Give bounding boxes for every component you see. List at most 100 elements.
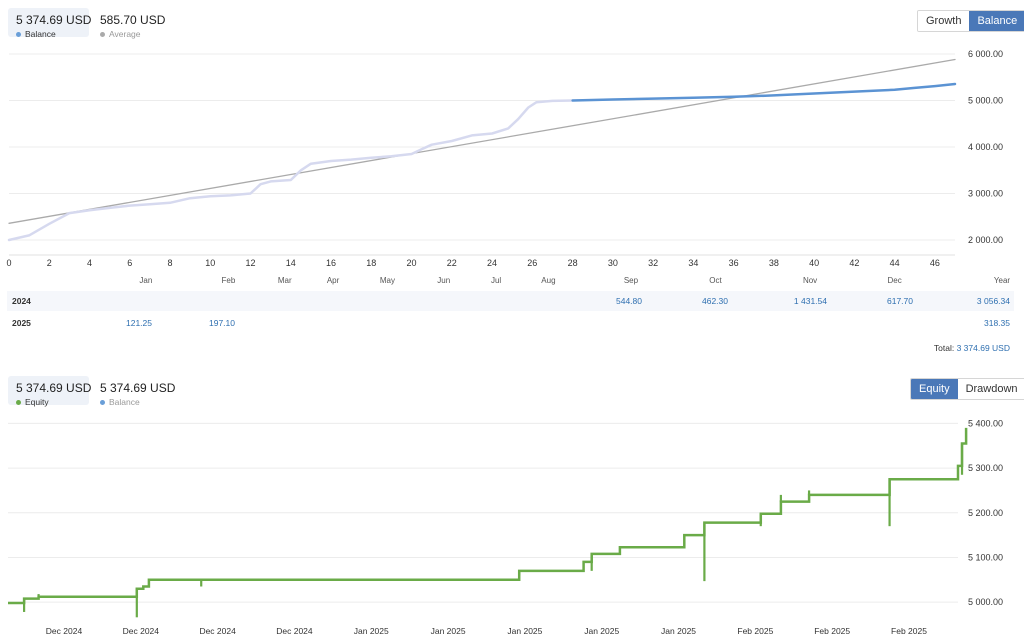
balance-value: 5 374.69 USD xyxy=(100,381,176,395)
balance-series-line xyxy=(571,82,957,102)
table-row: 2025 121.25 197.10 318.35 xyxy=(7,313,1014,333)
x-tick-label: 28 xyxy=(568,258,578,268)
x-tick-label: Feb 2025 xyxy=(737,626,773,636)
x-tick-label: 24 xyxy=(487,258,497,268)
month-label: May xyxy=(380,276,395,285)
x-tick-label: 22 xyxy=(447,258,457,268)
growth-button[interactable]: Growth xyxy=(918,11,970,31)
x-tick-label: 14 xyxy=(286,258,296,268)
month-label: Nov xyxy=(803,276,817,285)
equity-button[interactable]: Equity xyxy=(911,379,958,399)
month-label: Oct xyxy=(709,276,722,285)
x-tick-label: 12 xyxy=(246,258,256,268)
equity-legend-label: Equity xyxy=(25,397,49,407)
x-tick-label: Feb 2025 xyxy=(891,626,927,636)
equity-chart: 5 000.00 5 100.00 5 200.00 5 300.00 5 400.00… xyxy=(8,418,1003,636)
x-tick-label: 2 xyxy=(47,258,52,268)
year-column-header: Year xyxy=(994,276,1011,285)
month-label: Feb xyxy=(221,276,235,285)
y-tick-label: 2 000.00 xyxy=(968,235,1003,245)
average-legend: Average xyxy=(100,29,164,39)
x-tick-label: 4 xyxy=(87,258,92,268)
value-cell-sep: 544.80 xyxy=(616,296,642,306)
equity-drawdown-toggle: Equity Drawdown xyxy=(910,378,1024,400)
x-tick-label: 34 xyxy=(688,258,698,268)
growth-balance-toggle: Growth Balance xyxy=(917,10,1024,32)
average-dot-icon xyxy=(100,31,105,37)
y-tick-label: 5 000.00 xyxy=(968,95,1003,105)
month-label: Sep xyxy=(624,276,639,285)
x-tick-label: 0 xyxy=(6,258,11,268)
value-cell-dec: 617.70 xyxy=(887,296,913,306)
balance-button[interactable]: Balance xyxy=(969,11,1024,31)
equity-series-line xyxy=(8,427,968,605)
year-total-cell: 318.35 xyxy=(984,318,1010,328)
balance-stat-box[interactable]: 5 374.69 USD Balance xyxy=(8,8,92,39)
month-label: Dec xyxy=(887,276,901,285)
equity-stat-box[interactable]: 5 374.69 USD Equity xyxy=(8,376,92,407)
balance-dot-icon xyxy=(100,399,105,405)
value-cell-feb: 197.10 xyxy=(209,318,235,328)
average-value: 585.70 USD xyxy=(100,13,166,27)
year-total-cell: 3 056.34 xyxy=(976,296,1010,306)
month-label: Jul xyxy=(491,276,501,285)
x-tick-label: 30 xyxy=(608,258,618,268)
balance-value: 5 374.69 USD xyxy=(16,13,92,27)
y-tick-label: 5 200.00 xyxy=(968,508,1003,518)
month-label: Mar xyxy=(278,276,292,285)
equity-dot-icon xyxy=(16,399,21,405)
balance-series-line xyxy=(7,99,574,242)
x-tick-label: Feb 2025 xyxy=(814,626,850,636)
y-tick-label: 5 300.00 xyxy=(968,463,1003,473)
month-label: Jan xyxy=(139,276,152,285)
year-label: 2024 xyxy=(12,296,31,306)
x-tick-label: 10 xyxy=(205,258,215,268)
x-tick-label: Jan 2025 xyxy=(431,626,466,636)
y-tick-label: 5 000.00 xyxy=(968,597,1003,607)
x-tick-label: 36 xyxy=(729,258,739,268)
average-legend-label: Average xyxy=(109,29,141,39)
x-tick-label: 44 xyxy=(890,258,900,268)
value-cell-jan: 121.25 xyxy=(126,318,152,328)
x-tick-label: 16 xyxy=(326,258,336,268)
equity-value: 5 374.69 USD xyxy=(16,381,92,395)
y-tick-label: 3 000.00 xyxy=(968,189,1003,199)
balance-legend: Balance xyxy=(16,29,81,39)
x-tick-label: 38 xyxy=(769,258,779,268)
y-tick-label: 4 000.00 xyxy=(968,142,1003,152)
balance-stat-box[interactable]: 5 374.69 USD Balance xyxy=(92,376,176,407)
y-tick-label: 6 000.00 xyxy=(968,49,1003,59)
x-tick-label: 40 xyxy=(809,258,819,268)
balance-legend-label: Balance xyxy=(109,397,140,407)
x-tick-label: Jan 2025 xyxy=(507,626,542,636)
x-tick-label: Jan 2025 xyxy=(354,626,389,636)
month-label: Jun xyxy=(437,276,450,285)
month-label: Apr xyxy=(327,276,340,285)
x-tick-label: Jan 2025 xyxy=(661,626,696,636)
table-row: 2024 544.80 462.30 1 431.54 617.70 3 056… xyxy=(7,291,1014,311)
value-cell-oct: 462.30 xyxy=(702,296,728,306)
x-tick-label: Dec 2024 xyxy=(276,626,313,636)
x-tick-label: 32 xyxy=(648,258,658,268)
x-tick-label: 18 xyxy=(366,258,376,268)
x-tick-label: 26 xyxy=(527,258,537,268)
x-tick-label: Dec 2024 xyxy=(46,626,83,636)
y-tick-label: 5 100.00 xyxy=(968,552,1003,562)
balance-chart: 2 000.00 3 000.00 4 000.00 5 000.00 6 000.00… xyxy=(6,49,1011,285)
equity-legend: Equity xyxy=(16,397,81,407)
x-tick-label: Jan 2025 xyxy=(584,626,619,636)
average-stat-box[interactable]: 585.70 USD Average xyxy=(92,8,172,39)
balance-legend-label: Balance xyxy=(25,29,56,39)
balance-legend: Balance xyxy=(100,397,164,407)
total-value: 3 374.69 USD xyxy=(956,343,1010,353)
x-tick-label: 6 xyxy=(127,258,132,268)
x-tick-label: 46 xyxy=(930,258,940,268)
x-tick-label: 8 xyxy=(168,258,173,268)
total-summary: Total: 3 374.69 USD xyxy=(934,343,1010,353)
drawdown-button[interactable]: Drawdown xyxy=(957,379,1024,399)
month-label: Aug xyxy=(541,276,555,285)
total-label: Total: xyxy=(933,343,955,353)
x-tick-label: 20 xyxy=(407,258,417,268)
x-tick-label: Dec 2024 xyxy=(123,626,160,636)
balance-dot-icon xyxy=(16,31,21,37)
